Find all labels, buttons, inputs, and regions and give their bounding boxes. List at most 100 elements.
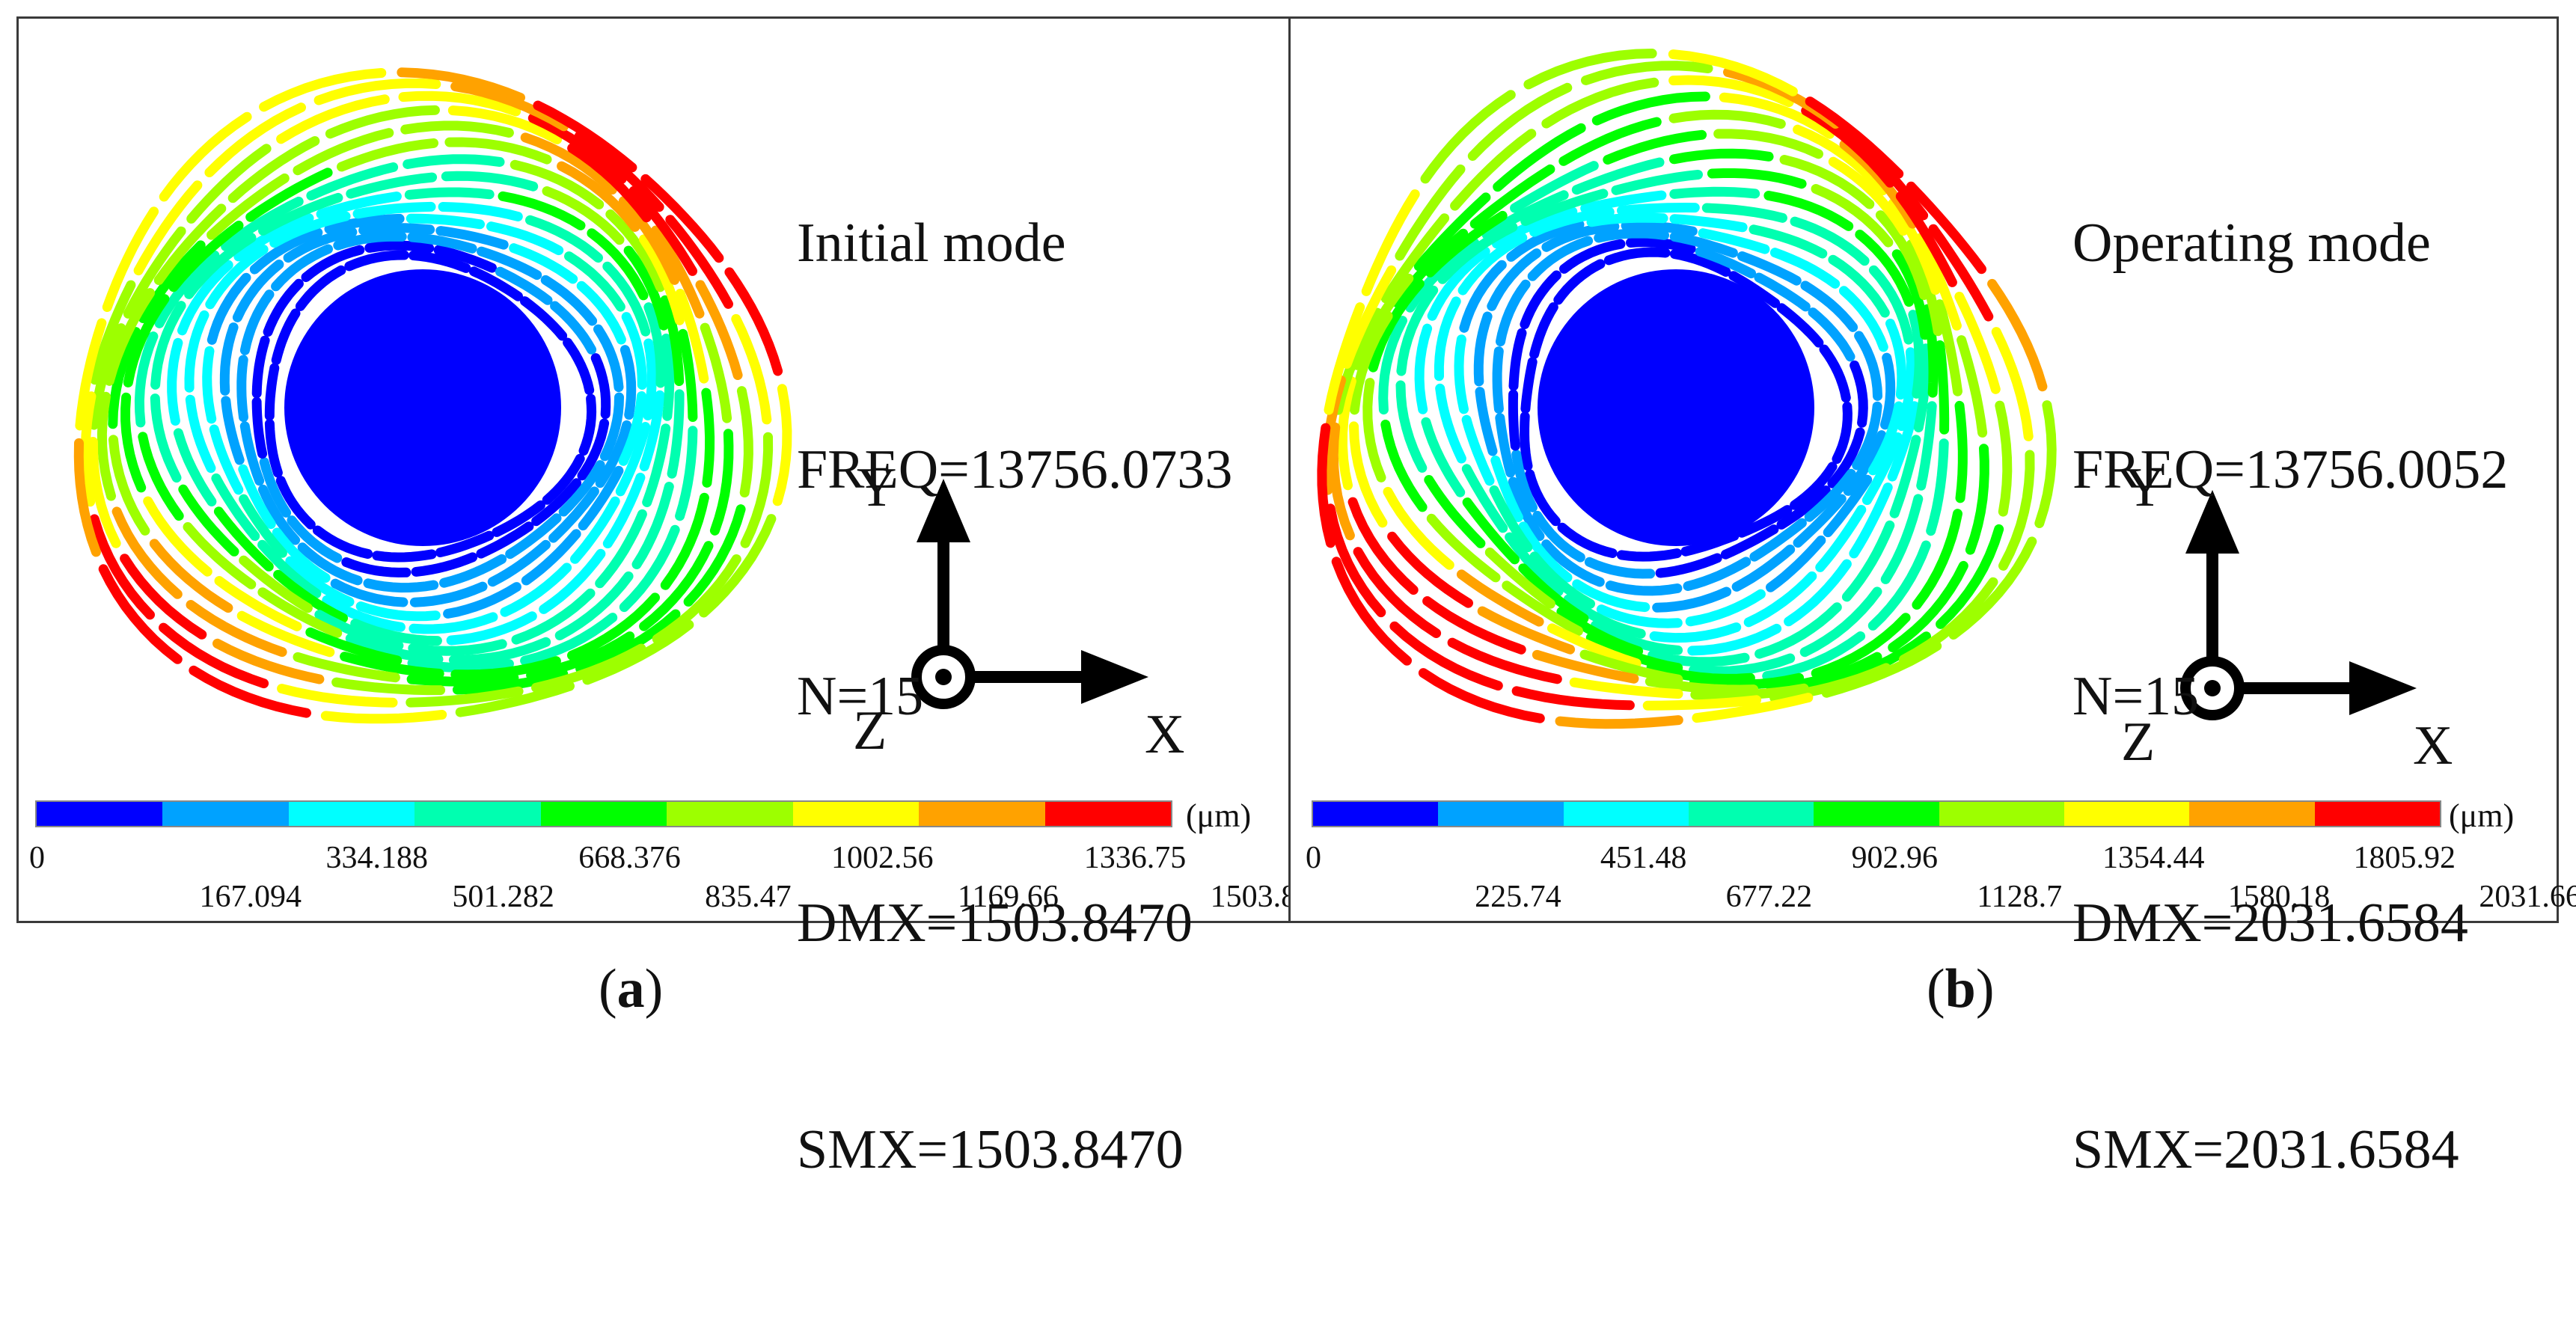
coordinate-triad-b [2180,490,2417,720]
colorbar-tick-label: 0 [1306,841,1321,875]
contour-segment [271,244,333,292]
contour-segment [108,435,150,536]
contour-segment [542,453,585,505]
colorbar-tick-label: 167.094 [199,880,302,914]
contour-segment [1811,184,1894,248]
caption-a-close: ) [644,958,664,1020]
contour-segment [492,500,545,537]
colorbar-tick-label: 1580.18 [2227,880,2331,914]
contour-segment [595,420,632,488]
contour-segment [540,275,598,326]
contour-segment [89,323,126,430]
contour-segment [98,564,183,664]
contour-segment [661,333,675,421]
contour-segment [631,482,674,569]
contour-segment [618,391,646,466]
contour-segment [1362,378,1386,482]
contour-segment [313,78,441,105]
contour-segment [90,280,136,385]
mode-title-a: Initial mode [797,212,1066,274]
contour-segment [1383,486,1454,570]
contour-segment [1823,474,1873,538]
contour-segment [1341,265,1397,369]
contour-segment [189,665,311,718]
contour-segment [678,328,698,422]
contour-segment [251,396,268,459]
contour-segment [433,245,497,273]
contour-segment [1506,219,1585,262]
contour-segment [259,457,292,518]
contour-segment [455,681,575,717]
contour-segment [186,144,272,224]
contour-segment [1580,190,1667,214]
contour-segment [1841,520,1895,602]
contour-segment [1804,468,1856,522]
colorbar-tick-label: 1169.66 [957,880,1059,914]
contour-segment [398,91,521,117]
colorbar-segment [1563,802,1689,826]
contour-segment [1605,580,1683,596]
contour-segment [1559,239,1626,274]
y-arrowhead-a [917,479,970,542]
contour-segment [258,484,301,545]
contour-segment [435,226,509,250]
contour-segment [275,476,316,530]
contour-segment [150,301,186,390]
contour-segment [350,619,442,646]
contour-segment [1461,414,1495,486]
contour-segment [1861,432,1903,506]
contour-segment [153,203,227,285]
contour-segment [330,578,409,607]
contour-segment [257,587,343,638]
contour-segment [1790,216,1870,266]
contour-segment [1447,637,1562,684]
contour-segment [320,709,447,724]
contour-segment [1532,510,1585,563]
contour-segment [1766,535,1826,592]
contour-segment [1529,206,1615,237]
contour-segment [1731,545,1796,592]
contour-segment [1434,296,1461,382]
contour-segment [1481,190,1569,240]
contour-segment [346,172,438,199]
caption-b: (b) [1927,957,1994,1021]
contour-segment [1888,198,1941,295]
contour-segment [1713,129,1823,159]
colorbar-tick-label: 0 [29,841,45,875]
contour-segment [1508,477,1545,542]
contour-segment [450,82,569,132]
contour-segment [1541,77,1659,129]
contour-segment [1555,715,1683,729]
contour-segment [1337,376,1356,491]
contour-segment [150,393,182,483]
contour-segment [287,515,343,563]
contour-segment [531,643,646,693]
z-axis-dot-b [2204,680,2221,696]
contour-segment [221,196,304,251]
contour-segment [1527,236,1594,281]
contour-segment [206,173,290,240]
x-axis-label-a: X [1145,704,1185,765]
contour-segment [511,588,596,645]
contour-segment [578,393,597,456]
contour-segment [1556,607,1644,656]
x-arrowhead-a [1081,650,1148,704]
contour-segment [639,541,714,631]
dmx-b: DMX=2031.6584 [2072,892,2468,954]
contour-segment [1563,594,1646,639]
contour-segment [269,211,351,248]
contour-segment [80,391,97,507]
mode-shape-a [73,67,1148,724]
contour-segment [232,260,284,322]
contour-segment [102,206,159,312]
contour-segment [619,524,680,613]
contour-segment [173,428,217,506]
contour-segment [1553,259,1606,305]
contour-segment [665,215,733,309]
contour-segment [1594,228,1669,243]
contour-segment [487,539,551,587]
contour-segment [1523,49,1657,90]
contour-segment [623,245,669,331]
colorbar-segment [37,802,163,826]
caption-b-close: ) [1975,958,1995,1020]
